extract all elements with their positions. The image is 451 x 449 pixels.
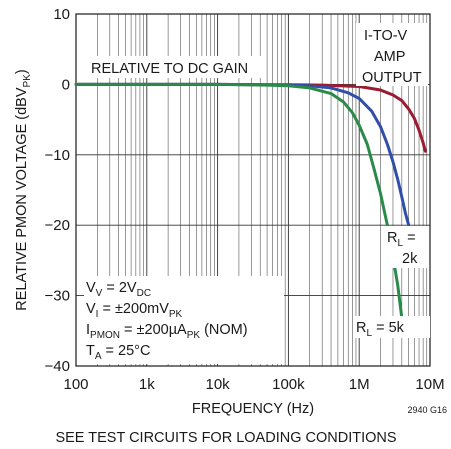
condition-ta: TA = 25°C (86, 343, 150, 362)
relative-to-dc-gain-label: RELATIVE TO DC GAIN (91, 61, 248, 77)
itov-label-line1: I-TO-V (364, 28, 408, 44)
plot-frame (75, 13, 431, 367)
rl5k-label: RL = 5k (356, 320, 405, 339)
condition-vi: VI = ±200mVPK (86, 301, 183, 320)
relative-label-bg (90, 56, 262, 78)
x-tick-label: 100 (63, 376, 88, 393)
itov-label-line2: AMP (374, 49, 405, 65)
x-axis-title: FREQUENCY (Hz) (192, 401, 314, 417)
y-tick-label: −40 (45, 358, 70, 375)
y-tick-label: 10 (53, 6, 70, 23)
chart-caption: SEE TEST CIRCUITS FOR LOADING CONDITIONS (55, 430, 396, 446)
x-tick-label: 1M (349, 376, 370, 393)
itov-label-line3: OUTPUT (362, 70, 422, 86)
itov-label-bg (356, 23, 428, 86)
y-axis-title: RELATIVE PMON VOLTAGE (dBVPK) (14, 69, 33, 310)
x-tick-label: 100k (272, 376, 305, 393)
condition-vv: VV = 2VDC (86, 280, 151, 299)
x-tick-label: 10k (206, 376, 231, 393)
condition-ipmon: IPMON = ±200µAPK (NOM) (86, 322, 248, 341)
rl2k-value: 2k (402, 251, 418, 267)
y-tick-label: 0 (62, 76, 70, 93)
series-line-1 (74, 82, 427, 153)
rl2k-label-bg (384, 226, 428, 268)
y-tick-label: −10 (45, 147, 70, 164)
rl2k-label: RL = (387, 230, 416, 249)
figure-id: 2940 G16 (407, 405, 447, 415)
y-tick-label: −30 (45, 288, 70, 305)
rl5k-label-bg (354, 316, 430, 338)
conditions-bg (84, 276, 284, 364)
x-tick-label: 10M (415, 376, 444, 393)
x-tick-label: 1k (139, 376, 155, 393)
y-tick-label: −20 (45, 217, 70, 234)
